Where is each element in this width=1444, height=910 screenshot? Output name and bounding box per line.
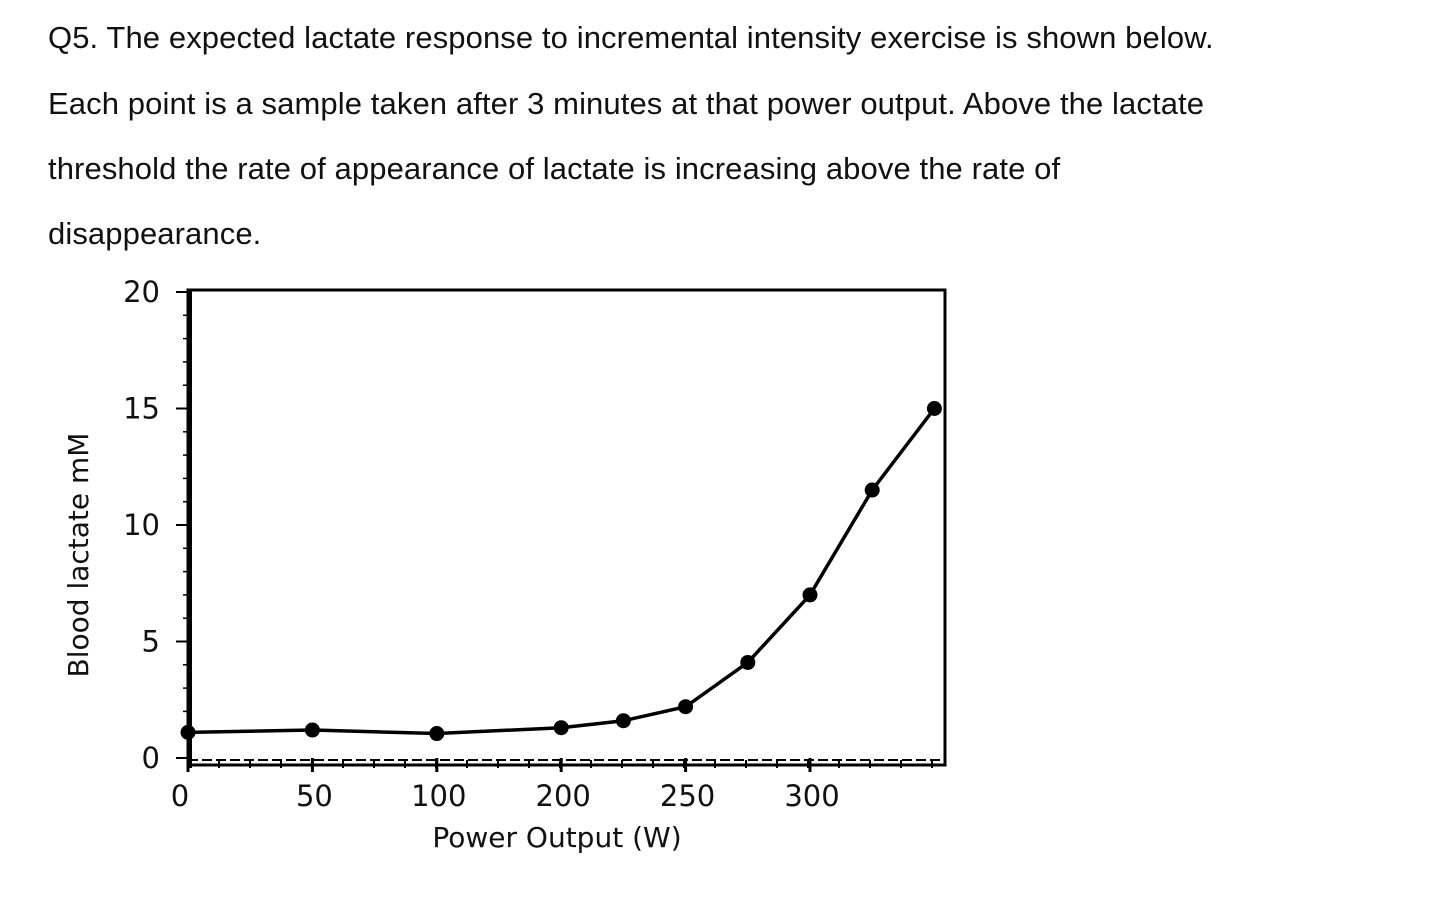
x-tick-label: 50 — [296, 779, 333, 813]
y-axis-label: Blood lactate mM — [62, 433, 95, 678]
series-line — [187, 407, 936, 736]
data-point — [553, 720, 569, 736]
data-point — [304, 722, 320, 738]
y-tick-label: 0 — [142, 741, 160, 775]
plot-frame — [186, 288, 947, 767]
x-tick-label: 250 — [660, 779, 715, 813]
question-line-1: Q5. The expected lactate response to inc… — [48, 20, 1214, 55]
x-axis-label: Power Output (W) — [432, 821, 681, 854]
data-point — [864, 482, 880, 498]
y-tick-label: 10 — [123, 508, 160, 542]
x-tick-label: 0 — [171, 779, 189, 813]
data-point — [180, 724, 196, 740]
y-tick-label: 20 — [123, 275, 160, 309]
x-tick-label: 300 — [784, 779, 839, 813]
question-line-3: threshold the rate of appearance of lact… — [48, 151, 1061, 186]
data-point — [429, 726, 445, 742]
question-line-4: disappearance. — [48, 216, 262, 251]
y-tick-label: 5 — [142, 625, 160, 659]
data-point — [740, 654, 756, 670]
data-point — [802, 587, 818, 603]
data-point — [926, 401, 942, 416]
y-tick-label: 15 — [123, 392, 160, 426]
data-point — [678, 699, 694, 715]
data-point — [615, 713, 631, 729]
x-tick-label: 200 — [536, 779, 591, 813]
question-line-2: Each point is a sample taken after 3 min… — [48, 86, 1205, 121]
x-tick-label: 100 — [411, 779, 466, 813]
